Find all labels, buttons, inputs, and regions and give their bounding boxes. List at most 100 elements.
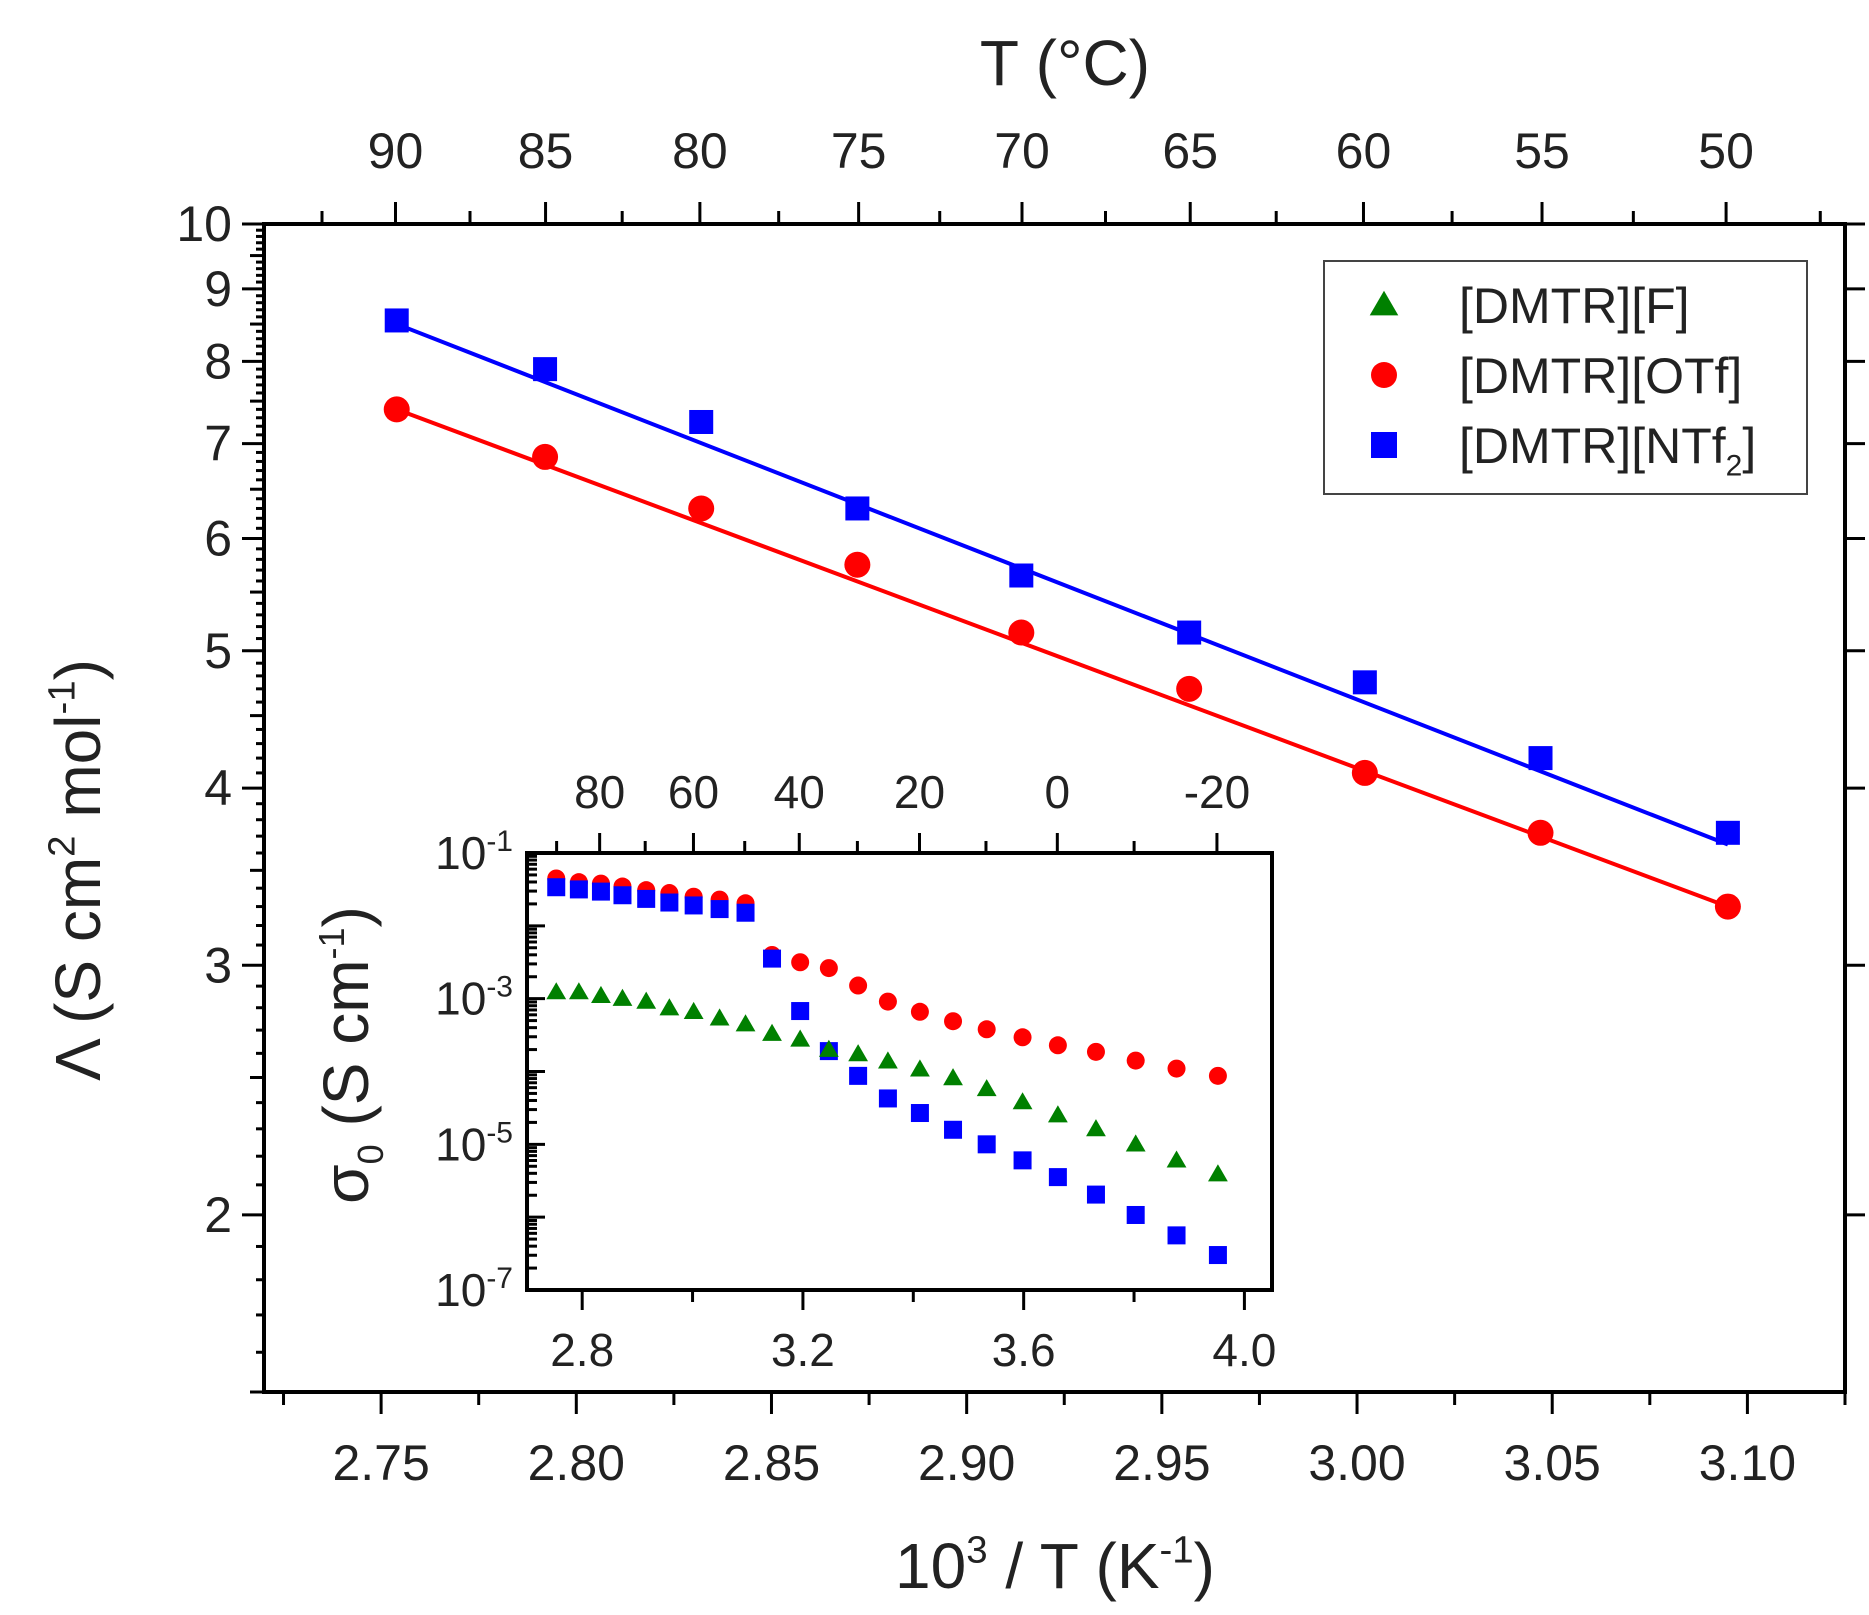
inset-data-point-ntf2 <box>791 1002 810 1021</box>
inset-top-tick-label: -20 <box>1184 766 1250 818</box>
inset-data-point-f <box>709 1008 730 1026</box>
x-tick-label: 2.95 <box>1113 1435 1210 1491</box>
inset-top-tick-label: 80 <box>574 766 625 818</box>
y-tick-label: 10 <box>176 196 232 252</box>
data-point-ntf2 <box>689 409 714 434</box>
top-tick-label: 85 <box>518 123 574 179</box>
inset-data-point-ntf2 <box>878 1089 897 1108</box>
label-part: 10 <box>895 1530 966 1602</box>
inset-data-point-otf <box>1013 1028 1032 1047</box>
inset-data-point-ntf2 <box>1048 1168 1067 1187</box>
x-tick-label: 2.90 <box>918 1435 1015 1491</box>
x-tick-label: 3.00 <box>1308 1435 1405 1491</box>
inset-data-point-f <box>591 985 611 1003</box>
data-point-otf <box>688 495 715 522</box>
inset-frame <box>525 851 1274 1292</box>
top-axis-title: T (°C) <box>980 27 1150 99</box>
inset-data-point-f <box>1208 1164 1228 1182</box>
inset-data-point-f <box>735 1014 756 1032</box>
tick-base: 10 <box>435 973 486 1025</box>
inset-data-point-otf <box>977 1020 996 1039</box>
inset-data-point-f <box>878 1051 898 1069</box>
x-tick-label: 3.10 <box>1699 1435 1796 1491</box>
data-point-otf <box>1351 759 1378 786</box>
x-tick-label: 3.05 <box>1504 1435 1601 1491</box>
legend-marker-circle <box>1371 362 1397 388</box>
inset-data-point-ntf2 <box>710 900 729 919</box>
inset-data-point-ntf2 <box>1013 1151 1032 1170</box>
data-point-otf <box>383 396 410 423</box>
data-point-ntf2 <box>1528 746 1553 771</box>
legend-label: [DMTR][F] <box>1459 278 1690 334</box>
y-tick-label: 6 <box>204 511 232 567</box>
y-tick-label: 9 <box>204 261 232 317</box>
y-tick-label: 5 <box>204 623 232 679</box>
inset-data-point-f <box>1125 1134 1146 1152</box>
fit-line-ntf2 <box>395 322 1729 847</box>
top-tick-label: 50 <box>1698 123 1754 179</box>
inset-data-point-ntf2 <box>547 878 566 897</box>
inset-data-point-ntf2 <box>684 896 703 915</box>
inset-y-tick-label: 10-3 <box>435 971 513 1025</box>
label-part: Λ (S cm <box>42 857 114 1081</box>
legend-marker-square <box>1371 432 1397 458</box>
top-tick-label: 75 <box>831 123 887 179</box>
inset-data-point-ntf2 <box>944 1120 963 1139</box>
inset-y-tick-label: 10-1 <box>435 825 513 879</box>
inset-data-point-f <box>762 1023 782 1041</box>
label-part: (S cm <box>310 959 382 1144</box>
y-tick-label: 4 <box>204 760 232 816</box>
top-tick-label: 60 <box>1336 123 1392 179</box>
inset-data-point-f <box>790 1029 811 1047</box>
top-tick-label: 55 <box>1514 123 1570 179</box>
legend: [DMTR][F] [DMTR][OTf] [DMTR][NTf2] <box>1323 260 1808 495</box>
label-part: σ <box>310 1164 382 1204</box>
legend-label: [DMTR][OTf] <box>1459 348 1742 404</box>
top-tick-label: 80 <box>672 123 728 179</box>
plot-frame <box>262 222 1847 1394</box>
x-tick-label: 2.80 <box>528 1435 625 1491</box>
inset-data-point-ntf2 <box>660 893 679 912</box>
label-part: -1 <box>40 680 83 714</box>
inset-plot: 2.8 3.2 3.6 4.080 60 40 20 0 -2010-110-310-510-7… <box>310 766 1276 1376</box>
legend-box <box>1323 260 1808 495</box>
legend-marker-triangle <box>1369 290 1399 316</box>
inset-data-point-f <box>683 1001 704 1019</box>
label-part: / T (K <box>988 1530 1160 1602</box>
fit-line-otf <box>396 407 1729 909</box>
inset-data-point-ntf2 <box>1126 1205 1145 1224</box>
inset-top-tick-label: 60 <box>668 766 719 818</box>
inset-data-point-otf <box>1048 1036 1067 1055</box>
y-axis-title: Λ (S cm2 mol-1) <box>40 659 114 1081</box>
inset-data-point-otf <box>1208 1066 1227 1085</box>
inset-data-point-f <box>818 1039 839 1057</box>
inset-data-point-otf <box>910 1002 929 1021</box>
inset-data-point-f <box>612 988 633 1006</box>
x-tick-label: 2.85 <box>723 1435 820 1491</box>
label-part: -1 <box>1160 1528 1194 1571</box>
label-part: 3 <box>966 1528 987 1571</box>
inset-data-point-ntf2 <box>763 949 782 968</box>
inset-x-tick-label: 3.2 <box>771 1324 835 1376</box>
inset-data-point-ntf2 <box>849 1066 868 1085</box>
data-point-ntf2 <box>1352 670 1377 695</box>
inset-data-point-f <box>1086 1119 1106 1137</box>
tick-base: 10 <box>435 827 486 879</box>
x-tick-label: 2.75 <box>332 1435 429 1491</box>
top-tick-label: 65 <box>1162 123 1218 179</box>
label-part: ) <box>42 659 114 680</box>
x-axis-title: 103 / T (K-1) <box>895 1528 1215 1602</box>
data-point-otf <box>1008 619 1035 646</box>
inset-data-point-ntf2 <box>1086 1185 1105 1204</box>
label-part: 2 <box>1726 450 1743 483</box>
y-tick-label: 8 <box>204 333 232 389</box>
y-tick-label: 3 <box>204 937 232 993</box>
data-point-otf <box>1527 819 1554 846</box>
top-tick-label: 70 <box>994 123 1050 179</box>
inset-data-point-f <box>659 998 680 1016</box>
data-point-ntf2 <box>384 308 409 333</box>
inset-data-point-ntf2 <box>910 1104 929 1123</box>
inset-data-point-f <box>943 1068 963 1086</box>
inset-data-point-f <box>546 982 567 1000</box>
